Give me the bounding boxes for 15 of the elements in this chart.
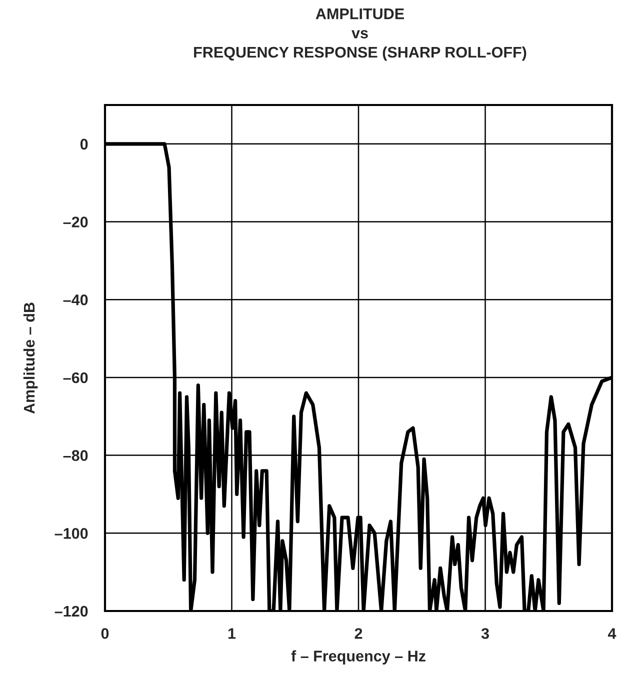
x-tick-label: 0: [101, 628, 109, 639]
chart-title: AMPLITUDE vs FREQUENCY RESPONSE (SHARP ROLL-OFF): [194, 8, 526, 61]
y-tick-label: –120: [54, 606, 88, 617]
x-tick-label: 3: [481, 628, 489, 639]
x-axis-title: f – Frequency – Hz: [291, 650, 426, 664]
x-tick-label: 1: [228, 628, 236, 639]
y-tick-label: 0: [80, 138, 88, 150]
x-tick-label: 4: [608, 628, 616, 639]
y-tick-label: –80: [63, 450, 88, 461]
y-axis-title: Amplitude – dB: [23, 302, 38, 414]
y-tick-label: –60: [63, 372, 88, 384]
y-tick-label: –40: [63, 294, 88, 306]
y-tick-label: –100: [54, 528, 88, 539]
y-tick-label: –20: [63, 216, 88, 228]
x-tick-label: 2: [354, 628, 362, 639]
